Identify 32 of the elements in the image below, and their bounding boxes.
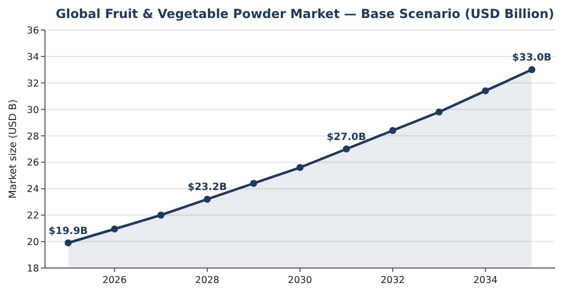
point: [528, 66, 536, 74]
y-tick-label: 20: [26, 237, 39, 248]
point: [296, 164, 304, 172]
x-tick-label: 2034: [473, 275, 498, 286]
point: [204, 196, 211, 203]
point: [436, 108, 443, 116]
data-label: $19.9B: [48, 226, 88, 237]
x-tick-label: 2026: [102, 275, 127, 286]
x-tick-label: 2032: [380, 275, 405, 286]
point: [482, 87, 489, 94]
point: [250, 180, 258, 187]
y-tick-label: 26: [26, 158, 39, 169]
y-tick-label: 18: [26, 264, 39, 274]
point: [389, 126, 396, 134]
y-tick-label: 28: [26, 131, 39, 142]
data-label: $23.2B: [188, 182, 227, 194]
data-label: $33.0B: [512, 52, 552, 64]
point: [64, 239, 72, 246]
point: [111, 225, 118, 232]
y-axis-title: Market size (USD B): [8, 99, 19, 199]
y-tick-label: 30: [26, 104, 39, 116]
y-tick-label: 32: [26, 78, 39, 90]
point: [157, 212, 164, 219]
point: [342, 146, 350, 152]
chart-title: Global Fruit & Vegetable Powder Market — Base Scenario (USD Billion): [56, 6, 554, 21]
x-tick-label: 2028: [195, 275, 220, 286]
y-tick-label: 34: [26, 52, 39, 63]
y-tick-label: 24: [26, 184, 39, 196]
y-tick-label: 36: [26, 26, 39, 36]
y-tick-label: 22: [26, 210, 39, 222]
data-label: $27.0B: [326, 132, 366, 143]
x-tick-label: 2030: [288, 275, 312, 286]
